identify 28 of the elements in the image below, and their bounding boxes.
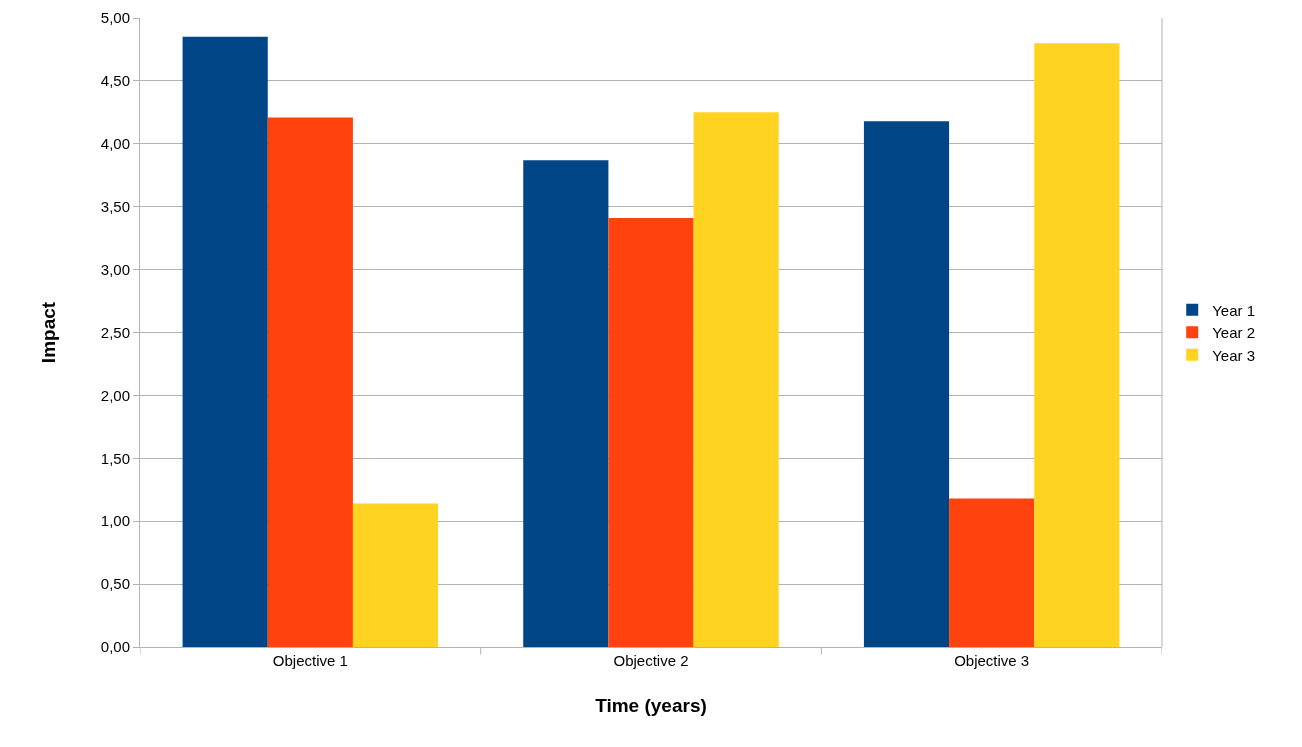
y-tick-label: 0,50 — [100, 575, 130, 593]
y-tick-label: 3,50 — [100, 197, 130, 215]
x-tick-label: Objective 3 — [954, 652, 1030, 669]
bar — [352, 503, 439, 647]
bar — [693, 112, 779, 647]
legend-label: Year 2 — [1212, 324, 1256, 342]
y-axis-title: Impact — [37, 301, 59, 364]
bar — [608, 218, 694, 647]
y-tick-label: 2,00 — [100, 386, 130, 404]
y-tick-label: 0,00 — [100, 638, 130, 656]
x-tick-label: Objective 2 — [613, 652, 689, 669]
bar — [949, 498, 1035, 647]
y-tick-label: 4,00 — [100, 135, 130, 153]
x-tick-label: Objective 1 — [272, 652, 348, 669]
y-tick-label: 1,00 — [100, 512, 130, 530]
bar — [1034, 43, 1120, 647]
y-tick-label: 5,00 — [100, 9, 130, 27]
bar — [523, 160, 609, 647]
bar — [863, 121, 950, 647]
legend-label: Year 3 — [1212, 346, 1256, 364]
y-tick-label: 2,50 — [100, 323, 130, 341]
bar — [182, 36, 268, 647]
bar — [267, 117, 353, 647]
legend-label: Year 1 — [1212, 301, 1256, 319]
x-axis-title: Time (years) — [595, 694, 707, 716]
y-tick-label: 4,50 — [100, 72, 130, 90]
y-tick-label: 3,00 — [100, 260, 130, 278]
y-tick-label: 1,50 — [100, 449, 130, 467]
